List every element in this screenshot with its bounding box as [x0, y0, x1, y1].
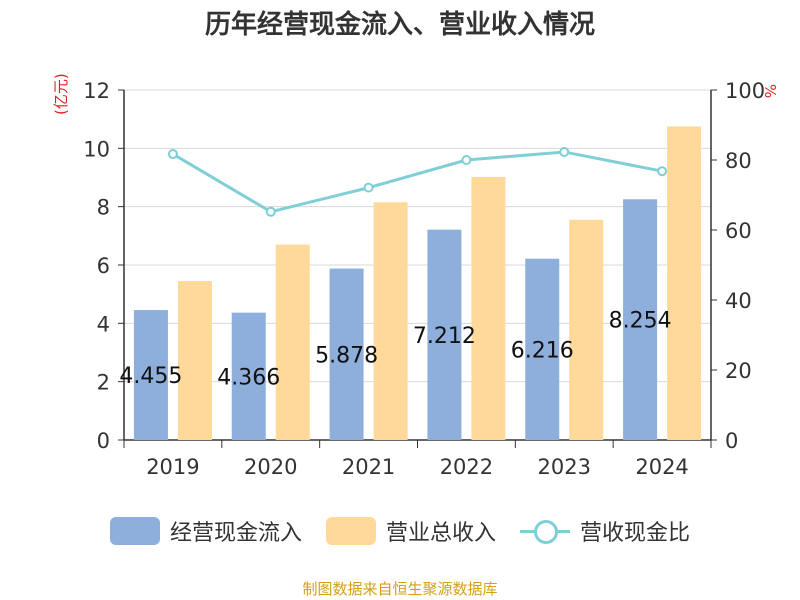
- legend-label-cash-inflow: 经营现金流入: [169, 521, 302, 546]
- y-tick-label: 12: [83, 79, 110, 103]
- data-label-cash-inflow: 4.455: [119, 364, 182, 389]
- y2-tick-label: 40: [725, 289, 752, 313]
- x-tick-label: 2020: [244, 455, 297, 479]
- ratio-line: [172, 150, 663, 214]
- y2-tick-label: 60: [725, 219, 752, 243]
- legend-label-ratio: 营收现金比: [580, 521, 691, 546]
- bar-revenue: [667, 126, 702, 440]
- legend-item-revenue[interactable]: 营业总收入: [325, 515, 496, 547]
- x-tick-label: 2023: [538, 455, 591, 479]
- y-tick-label: 0: [97, 429, 110, 453]
- data-label-cash-inflow: 5.878: [315, 343, 378, 368]
- y2-tick-label: 20: [725, 359, 752, 383]
- bar-cash-inflow: [525, 258, 560, 440]
- bar-revenue: [275, 244, 310, 440]
- bar-revenue: [373, 202, 408, 440]
- bar-revenue: [177, 281, 212, 440]
- y-tick-label: 6: [97, 254, 110, 278]
- data-label-cash-inflow: 6.216: [511, 338, 574, 363]
- ratio-point: [265, 206, 276, 217]
- bar-cash-inflow: [329, 268, 364, 440]
- legend-swatch-ratio: [520, 517, 570, 545]
- bar-cash-inflow: [623, 199, 658, 440]
- ratio-point: [167, 149, 178, 160]
- y-tick-label: 4: [97, 312, 110, 336]
- legend-swatch-revenue: [325, 517, 376, 545]
- legend: 经营现金流入 营业总收入 营收现金比: [0, 515, 800, 547]
- y2-tick-label: 80: [725, 149, 752, 173]
- y2-tick-label: 0: [725, 429, 738, 453]
- bar-revenue: [569, 219, 604, 440]
- ratio-point: [363, 182, 374, 193]
- x-tick-label: 2024: [635, 455, 688, 479]
- legend-swatch-cash-inflow: [109, 517, 160, 545]
- legend-item-cash-inflow[interactable]: 经营现金流入: [109, 515, 302, 547]
- x-tick-label: 2022: [440, 455, 493, 479]
- y-tick-label: 8: [97, 196, 110, 220]
- chart-title: 历年经营现金流入、营业收入情况: [204, 10, 595, 40]
- data-label-cash-inflow: 7.212: [413, 324, 476, 349]
- ratio-point: [461, 155, 472, 165]
- data-label-cash-inflow: 8.254: [609, 309, 672, 334]
- data-source-note: 制图数据来自恒生聚源数据库: [302, 580, 498, 598]
- bar-cash-inflow: [427, 229, 462, 440]
- y-tick-label: 10: [83, 137, 110, 161]
- bar-revenue: [471, 176, 506, 440]
- data-label-cash-inflow: 4.366: [217, 365, 280, 390]
- y2-tick-label: 100: [725, 79, 765, 103]
- x-tick-label: 2019: [146, 455, 199, 479]
- y-tick-label: 2: [97, 371, 110, 395]
- bar-cash-inflow: [231, 312, 266, 440]
- legend-label-revenue: 营业总收入: [385, 521, 496, 546]
- legend-item-ratio[interactable]: 营收现金比: [520, 515, 690, 547]
- ratio-point: [657, 166, 668, 177]
- ratio-point: [559, 146, 570, 157]
- x-tick-label: 2021: [342, 455, 395, 479]
- bar-cash-inflow: [133, 310, 168, 440]
